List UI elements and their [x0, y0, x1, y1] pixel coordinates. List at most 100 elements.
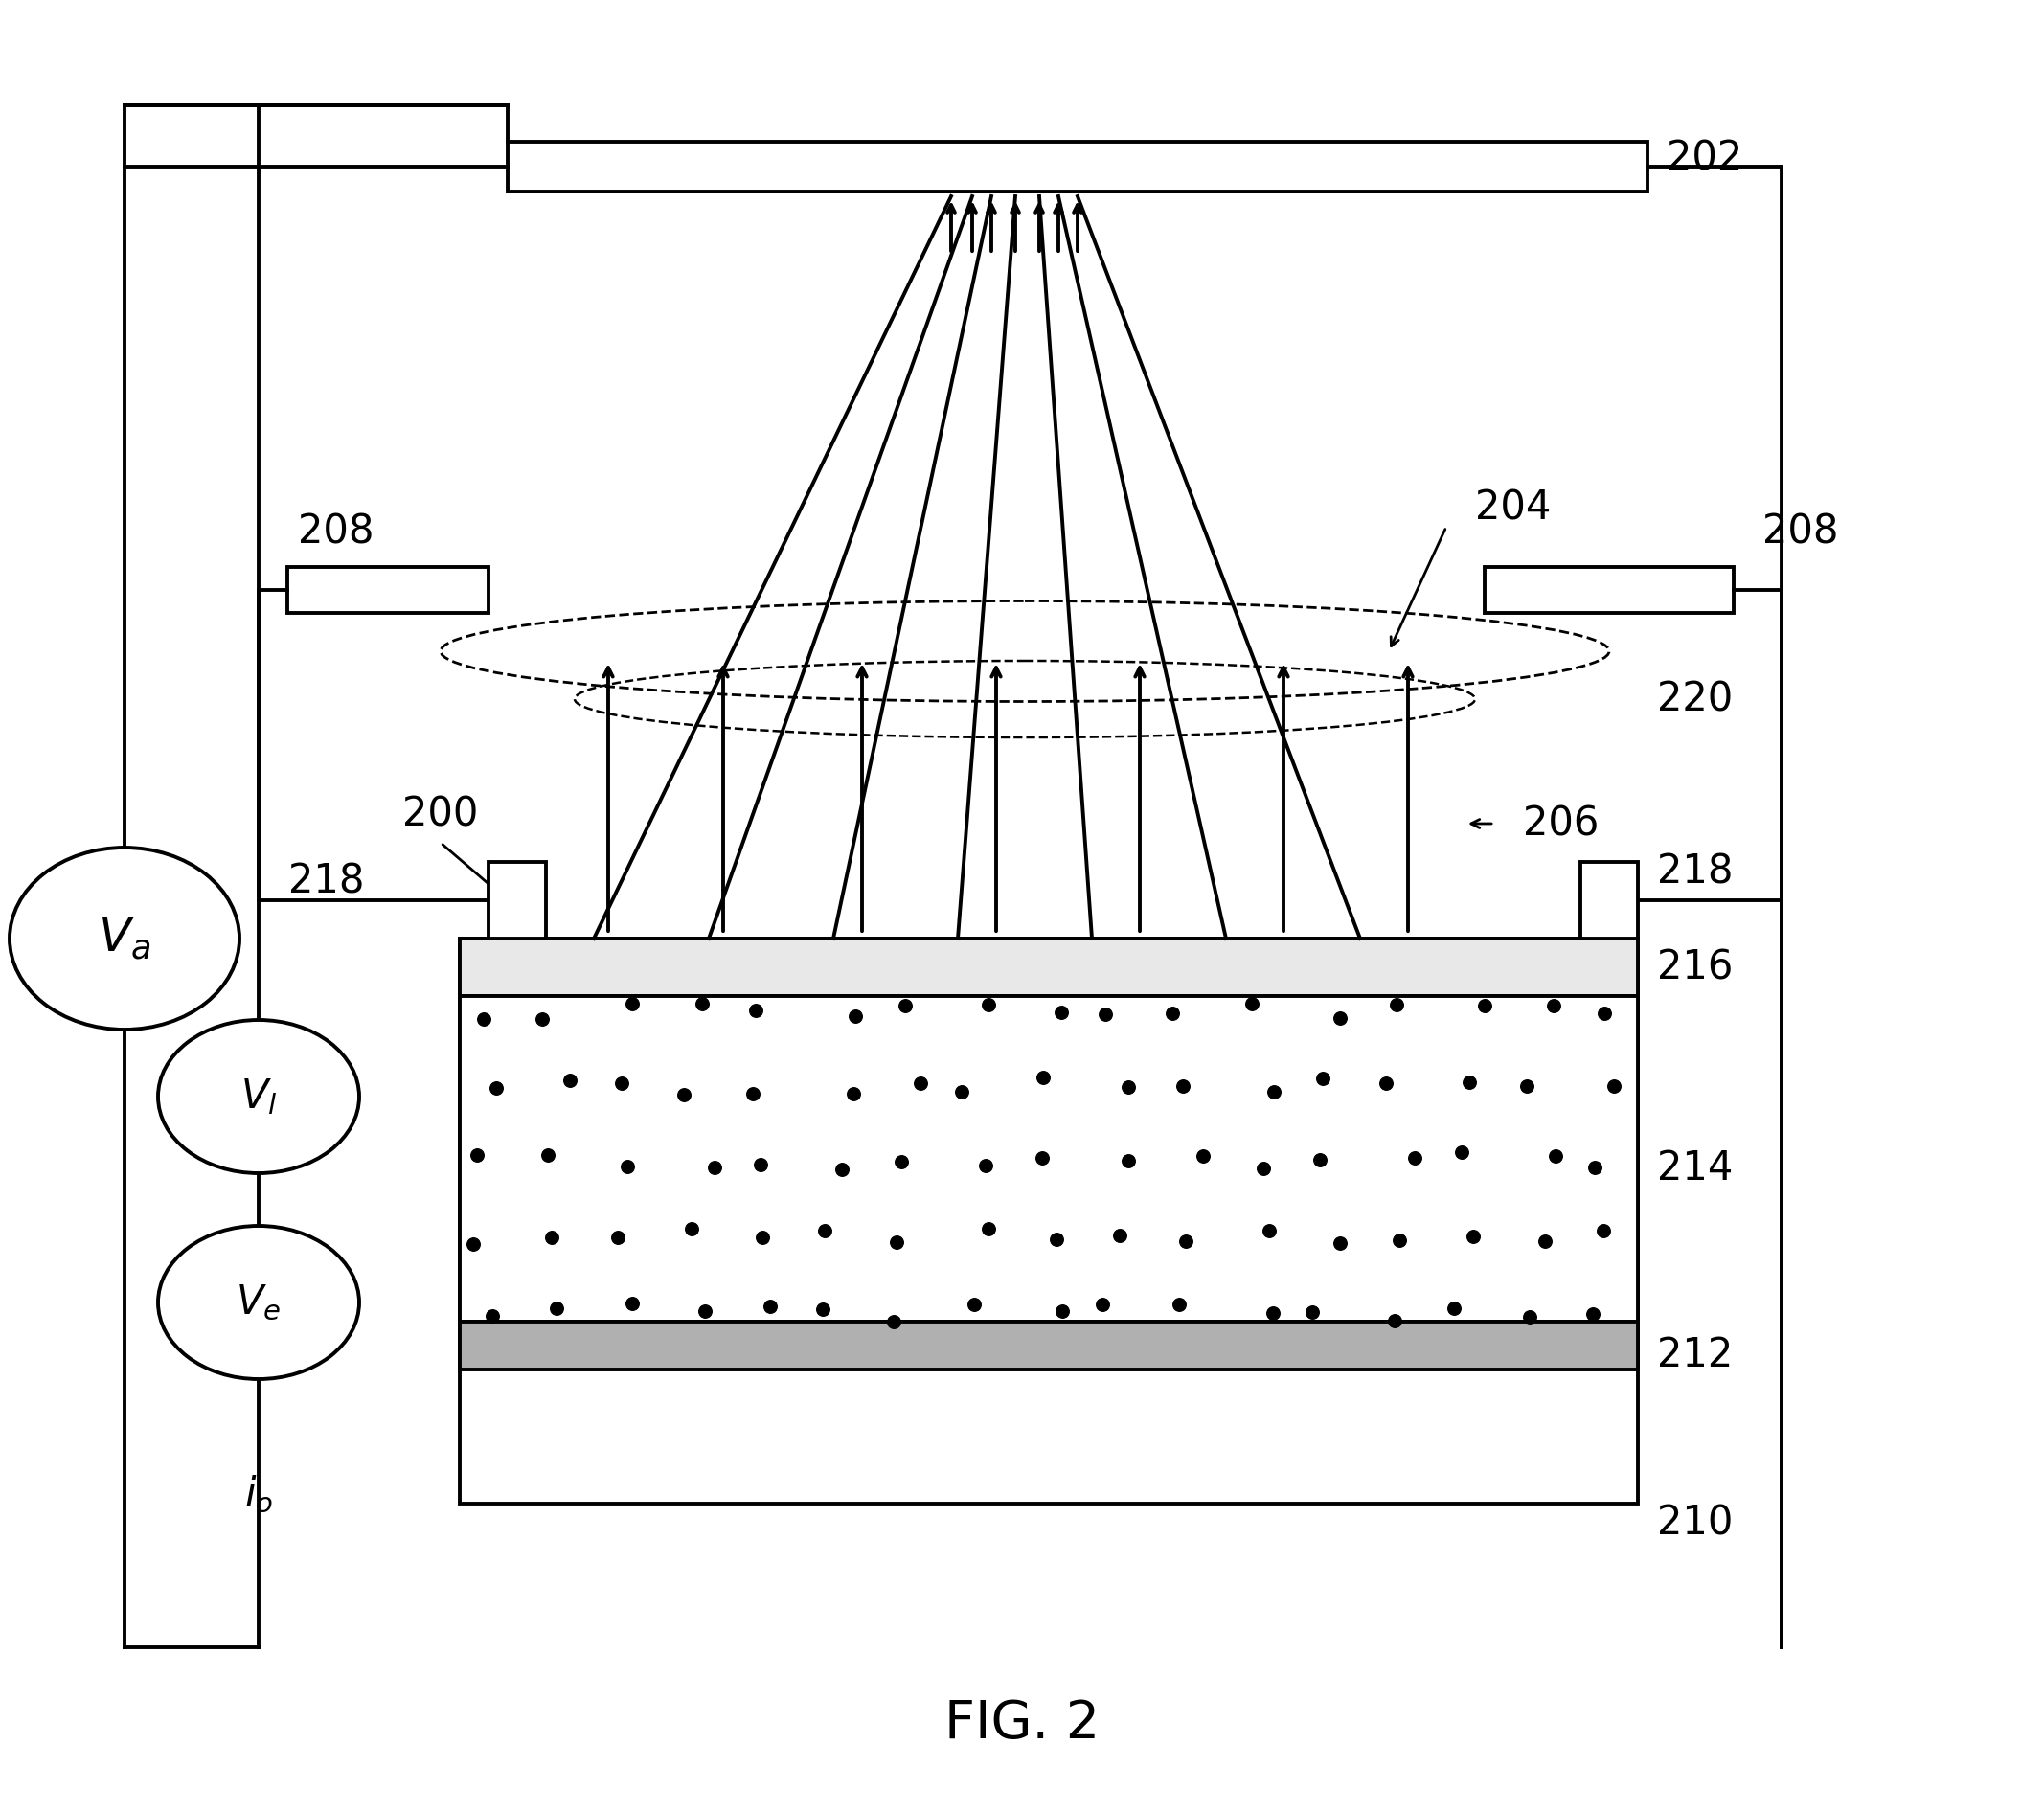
Point	[807, 1294, 840, 1323]
Text: 218: 218	[288, 861, 364, 901]
Point	[946, 1078, 979, 1107]
Ellipse shape	[157, 1020, 360, 1172]
Point	[540, 1294, 572, 1323]
Text: FIG. 2: FIG. 2	[944, 1698, 1100, 1750]
Point	[615, 1288, 648, 1317]
Bar	[507, 141, 1647, 192]
Point	[1470, 991, 1502, 1020]
Text: $i_o$: $i_o$	[243, 1473, 274, 1515]
Bar	[1484, 567, 1733, 612]
Point	[1089, 1000, 1122, 1029]
Text: $V_a$: $V_a$	[98, 915, 151, 962]
Point	[969, 1151, 1002, 1180]
Point	[689, 1296, 722, 1325]
Point	[1322, 1004, 1355, 1033]
Point	[554, 1065, 587, 1094]
Point	[1537, 991, 1570, 1020]
Point	[746, 1223, 779, 1252]
Point	[877, 1306, 910, 1335]
Point	[1325, 1229, 1357, 1258]
Point	[971, 1214, 1004, 1243]
Point	[1384, 1227, 1416, 1256]
Point	[1044, 998, 1077, 1027]
Point	[1306, 1064, 1339, 1093]
Point	[957, 1290, 989, 1319]
Text: 210: 210	[1658, 1502, 1733, 1542]
Point	[1598, 1073, 1631, 1102]
Point	[889, 991, 922, 1020]
Point	[1104, 1221, 1136, 1250]
Point	[1112, 1073, 1145, 1102]
Text: 200: 200	[403, 794, 478, 834]
Point	[1457, 1223, 1490, 1252]
Point	[1085, 1290, 1118, 1319]
Point	[838, 1078, 871, 1107]
Point	[458, 1229, 491, 1258]
Text: 216: 216	[1658, 948, 1733, 988]
Point	[460, 1140, 493, 1169]
Bar	[460, 1321, 1637, 1370]
Point	[611, 1152, 644, 1181]
Point	[1437, 1294, 1470, 1323]
Point	[1188, 1142, 1220, 1171]
Point	[1398, 1143, 1431, 1172]
Text: 214: 214	[1658, 1149, 1733, 1189]
Point	[1296, 1297, 1329, 1326]
Point	[807, 1216, 840, 1245]
Point	[1257, 1299, 1290, 1328]
Point	[1026, 1064, 1059, 1093]
Text: 208: 208	[1762, 511, 1838, 551]
Point	[1163, 1290, 1196, 1319]
Text: 202: 202	[1666, 138, 1744, 178]
Point	[525, 1006, 558, 1035]
Text: 212: 212	[1658, 1335, 1733, 1375]
Bar	[288, 567, 489, 612]
Point	[480, 1073, 513, 1102]
Point	[1026, 1143, 1059, 1172]
Text: 206: 206	[1523, 803, 1598, 844]
Point	[1047, 1297, 1079, 1326]
Point	[1378, 1306, 1410, 1335]
Point	[1511, 1071, 1543, 1100]
Point	[1515, 1303, 1547, 1332]
Point	[1539, 1142, 1572, 1171]
Ellipse shape	[157, 1227, 360, 1379]
Point	[736, 1080, 769, 1109]
Point	[1380, 991, 1412, 1020]
Point	[1253, 1216, 1286, 1245]
Point	[468, 1004, 501, 1033]
Point	[531, 1142, 564, 1171]
Point	[826, 1154, 858, 1183]
Point	[1578, 1152, 1611, 1181]
Point	[1167, 1071, 1200, 1100]
Text: $V_l$: $V_l$	[241, 1076, 278, 1116]
Point	[885, 1147, 918, 1176]
Bar	[1580, 863, 1637, 939]
Point	[601, 1223, 634, 1252]
Bar	[489, 863, 546, 939]
Point	[1157, 998, 1190, 1027]
Point	[666, 1080, 699, 1109]
Text: $V_e$: $V_e$	[235, 1283, 282, 1323]
Point	[740, 997, 773, 1026]
Bar	[460, 997, 1637, 1321]
Point	[1247, 1154, 1280, 1183]
Bar	[460, 939, 1637, 1504]
Point	[744, 1151, 777, 1180]
Ellipse shape	[10, 848, 239, 1029]
Point	[881, 1229, 914, 1258]
Point	[1529, 1227, 1562, 1256]
Text: 218: 218	[1658, 852, 1733, 892]
Point	[476, 1301, 509, 1330]
Point	[1588, 998, 1621, 1027]
Point	[838, 1002, 871, 1031]
Point	[1369, 1069, 1402, 1098]
Bar	[460, 939, 1637, 997]
Point	[1445, 1138, 1478, 1167]
Point	[1453, 1067, 1486, 1096]
Point	[536, 1223, 568, 1252]
Text: 220: 220	[1658, 680, 1733, 719]
Text: 204: 204	[1476, 487, 1551, 527]
Point	[1169, 1227, 1202, 1256]
Point	[1235, 989, 1267, 1018]
